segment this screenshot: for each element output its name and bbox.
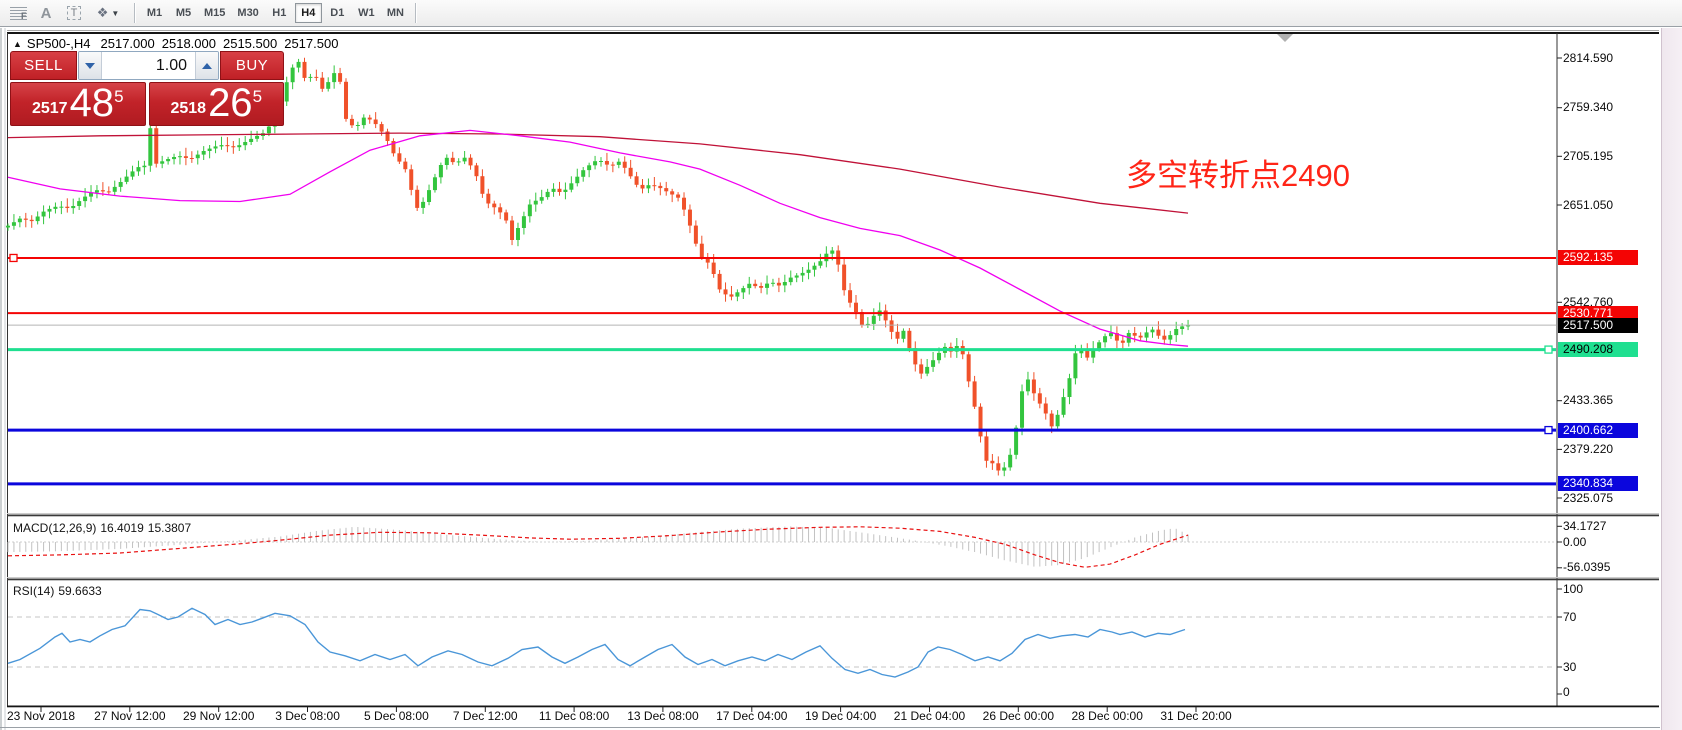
buy-button[interactable]: BUY xyxy=(220,51,284,80)
timeframe-button-w1[interactable]: W1 xyxy=(353,3,380,23)
timeframe-button-m1[interactable]: M1 xyxy=(141,3,168,23)
buy-price-tile[interactable]: 2518 26 5 xyxy=(148,81,284,126)
chart-shift-marker[interactable] xyxy=(1277,34,1293,42)
quote-low: 2515.500 xyxy=(222,36,278,51)
timeframe-button-m30[interactable]: M30 xyxy=(232,3,263,23)
text-icon: A xyxy=(40,4,52,22)
sell-price-pips: 48 xyxy=(69,81,115,125)
rsi-name: RSI(14) xyxy=(13,584,55,598)
timeframe-button-h4[interactable]: H4 xyxy=(294,3,322,23)
timeframe-button-h1[interactable]: H1 xyxy=(266,3,293,23)
up-arrow-icon xyxy=(202,58,212,69)
sell-price-fraction: 5 xyxy=(114,87,124,106)
sell-price-tile[interactable]: 2517 48 5 xyxy=(10,82,146,126)
text-annotation: 多空转折点2490 xyxy=(1126,158,1350,193)
rsi-line xyxy=(7,607,1556,678)
label-tool-button[interactable]: T xyxy=(60,2,88,24)
buy-price-handle: 2518 xyxy=(170,100,207,117)
sell-button[interactable]: SELL xyxy=(10,51,77,80)
rsi-value: 59.6633 xyxy=(58,584,102,598)
arrows-tool-button[interactable]: ❖ ▼ xyxy=(88,2,128,24)
buy-price-pips: 26 xyxy=(208,81,253,125)
main-toolbar: F A T ❖ ▼ M1 M5 M15 M30 H1 H4 D1 W1 MN xyxy=(0,0,1682,27)
text-tool-button[interactable]: A xyxy=(32,2,60,24)
down-arrow-icon xyxy=(85,62,95,74)
macd-name: MACD(12,26,9) xyxy=(13,521,97,535)
fibonacci-icon: F xyxy=(9,6,27,20)
volume-input[interactable] xyxy=(102,52,195,79)
ma-fast-line xyxy=(7,129,1189,347)
level-lines[interactable] xyxy=(8,253,1556,486)
timeframe-group: M1 M5 M15 M30 H1 H4 D1 W1 MN xyxy=(141,3,409,23)
toolbar-separator xyxy=(134,3,135,23)
axis-ticks xyxy=(40,57,1562,712)
timeframe-button-d1[interactable]: D1 xyxy=(324,3,351,23)
rsi-label: RSI(14) 59.6633 xyxy=(13,584,106,598)
sell-price-handle: 2517 xyxy=(31,100,68,117)
quote-high: 2518.000 xyxy=(161,36,216,51)
buy-price-fraction: 5 xyxy=(252,87,263,106)
dropdown-arrow-icon: ▼ xyxy=(111,8,120,18)
volume-increase-button[interactable] xyxy=(195,52,218,79)
timeframe-button-m5[interactable]: M5 xyxy=(170,3,197,23)
macd-label: MACD(12,26,9) 16.4019 15.3807 xyxy=(13,521,195,535)
timeframe-button-m15[interactable]: M15 xyxy=(199,3,230,23)
chart-header: ▲ SP500-,H4 2517.000 2518.000 2515.500 2… xyxy=(13,36,345,51)
arrows-icon: ❖ xyxy=(96,5,109,20)
ma-slow-line xyxy=(7,132,1189,214)
window-right-edge xyxy=(1661,28,1682,730)
macd-main-value: 16.4019 xyxy=(100,521,144,535)
quote-open: 2517.000 xyxy=(100,36,155,51)
collapse-panel-icon[interactable]: ▲ xyxy=(13,38,22,49)
timeframe-button-mn[interactable]: MN xyxy=(382,3,409,23)
volume-control xyxy=(78,51,219,80)
macd-signal-value: 15.3807 xyxy=(147,521,192,535)
quote-close: 2517.500 xyxy=(284,36,339,51)
macd-signal-line xyxy=(7,526,1189,568)
chart-frame xyxy=(0,28,1660,730)
text-label-icon: T xyxy=(66,6,82,20)
fibonacci-tool-button[interactable]: F xyxy=(4,2,32,24)
toolbar-separator xyxy=(414,3,416,23)
volume-decrease-button[interactable] xyxy=(79,52,102,79)
symbol-period-label: SP500-,H4 xyxy=(26,36,91,51)
